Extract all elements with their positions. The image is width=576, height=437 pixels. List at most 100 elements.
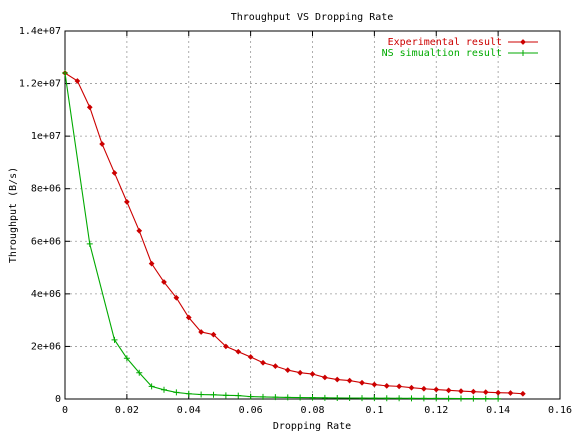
data-point [136,227,143,234]
data-point [148,260,155,267]
y-axis-label: Throughput (B/s) [8,167,19,263]
data-point [396,395,403,402]
legend-label: Experimental result [388,37,502,48]
series-layer [62,70,526,402]
data-point [99,141,105,147]
data-point [272,394,279,401]
data-point [495,395,502,402]
legend-marker [520,39,526,45]
data-point [383,395,390,402]
data-point [62,70,68,77]
x-tick-label: 0.06 [239,405,263,416]
data-point [371,381,378,388]
x-tick-label: 0.12 [424,405,448,416]
data-point [210,391,217,398]
data-point [507,390,514,396]
x-tick-label: 0.14 [486,405,510,416]
data-point [520,390,526,397]
data-point [222,392,229,399]
data-point [309,371,316,377]
data-point [334,376,341,383]
y-tick-label: 0 [55,394,61,405]
data-point [321,394,328,401]
data-point [334,394,341,401]
x-tick-label: 0.02 [115,405,139,416]
data-point [148,383,155,390]
data-point [136,369,143,376]
data-point [396,383,402,390]
data-point [284,394,291,401]
data-point [458,395,464,402]
data-point [123,355,130,362]
data-point [359,379,365,386]
y-tick-label: 6e+06 [31,236,61,247]
data-point [420,395,427,402]
data-point [86,240,93,247]
data-point [272,363,279,370]
data-point [223,343,229,350]
data-point [482,395,489,402]
data-point [359,395,365,402]
data-point [433,386,440,393]
data-point [198,391,205,398]
data-point [482,389,489,396]
data-point [495,389,501,396]
data-point [247,393,254,400]
chart-title: Throughput VS Dropping Rate [231,12,394,23]
data-point [297,369,303,376]
data-point [247,354,254,360]
data-point [383,382,390,389]
x-tick-label: 0 [62,405,68,416]
data-point [260,393,266,400]
data-point [346,377,353,384]
y-tick-label: 2e+06 [31,341,61,352]
y-tick-label: 1.4e+07 [19,26,61,37]
data-point [445,387,452,394]
data-point [408,384,415,391]
data-point [124,198,130,205]
data-point [185,390,192,397]
data-point [210,331,217,338]
data-point [458,388,464,394]
data-point [86,104,93,111]
data-point [235,392,242,399]
x-tick-label: 0.04 [177,405,201,416]
y-tick-label: 1e+07 [31,131,61,142]
grid [65,31,560,399]
data-point [235,348,242,355]
data-point [173,389,180,396]
data-point [284,367,291,373]
data-point [173,294,180,301]
y-tick-label: 1.2e+07 [19,79,61,90]
data-point [74,78,81,84]
data-point [260,359,266,366]
data-point [470,388,477,395]
data-point [408,395,415,402]
x-axis-label: Dropping Rate [273,421,351,432]
legend-marker [520,50,526,56]
legend-label: NS simualtion result [382,48,502,59]
data-point [198,329,204,335]
data-point [185,314,192,321]
data-point [445,395,452,402]
data-point [421,385,427,392]
data-point [111,336,118,343]
series-line [64,72,523,395]
series-line [64,72,499,400]
x-tick-label: 0.08 [300,405,324,416]
x-tick-label: 0.16 [548,405,572,416]
data-point [161,279,167,285]
y-tick-label: 4e+06 [31,289,61,300]
data-point [111,170,118,176]
data-point [309,394,316,401]
data-point [322,374,328,381]
data-point [297,394,304,401]
axis-ticks: 0 0.02 0.04 0.06 0.08 0.1 0.12 0.14 0.16 0 2e+06 4e… [19,26,572,416]
data-point [470,395,477,402]
y-tick-label: 8e+06 [31,184,61,195]
x-tick-label: 0.1 [365,405,383,416]
data-point [346,395,353,402]
